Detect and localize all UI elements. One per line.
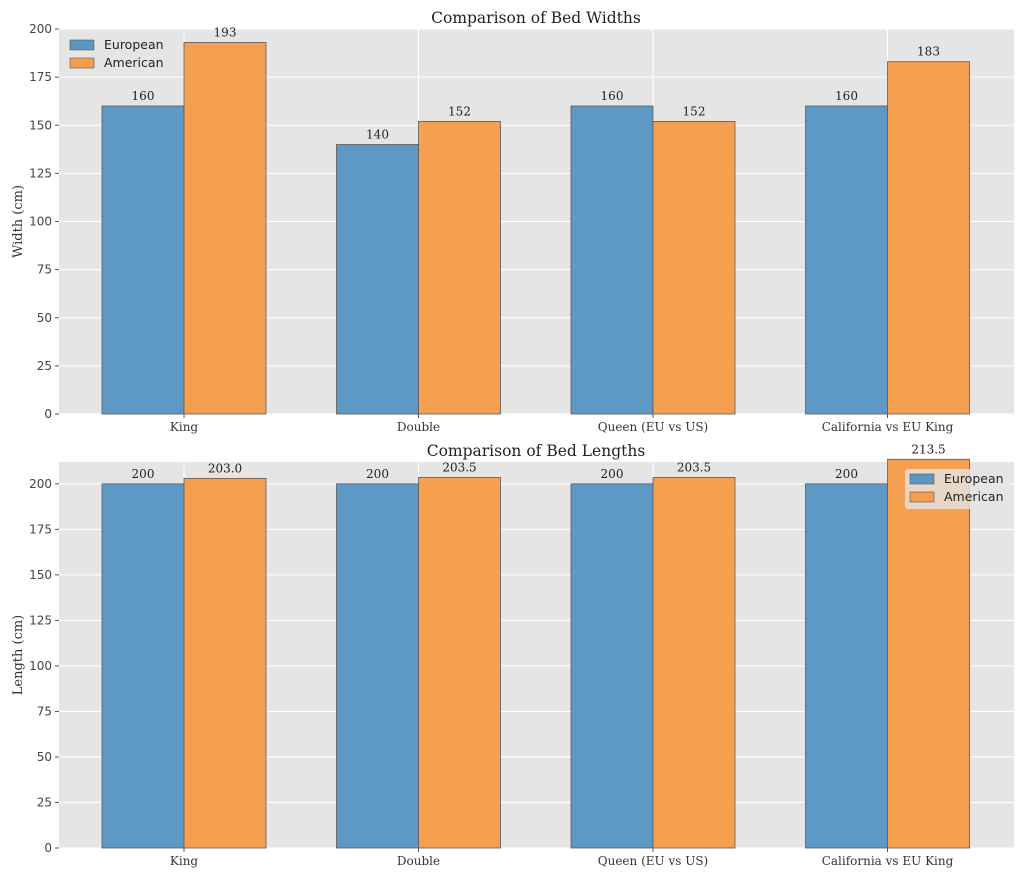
- legend-swatch-european: [909, 473, 935, 485]
- x-tick-label: King: [170, 854, 199, 868]
- legend: European American: [905, 469, 1009, 509]
- legend-label-european: European: [944, 471, 1004, 486]
- x-axis: King Double Queen (EU vs US) California vs …: [170, 414, 954, 434]
- legend-label-american: American: [104, 55, 164, 70]
- bar-labels: 160 140 160 160 193 152 152 183: [132, 25, 940, 141]
- y-tick-label: 175: [29, 522, 52, 536]
- bar-value-label: 160: [601, 89, 624, 103]
- y-tick-label: 200: [29, 22, 52, 36]
- bar-american: [652, 477, 736, 849]
- bar-value-label: 203.0: [208, 461, 242, 475]
- bar-european: [336, 144, 419, 415]
- y-tick-label: 150: [29, 118, 52, 132]
- legend: European American: [64, 34, 168, 76]
- y-axis-label: Width (cm): [11, 185, 26, 258]
- bar-labels: 200 200 200 200 203.0 203.5 203.5 213.5: [132, 442, 946, 481]
- bar-value-label: 152: [448, 104, 471, 118]
- bar-american: [183, 42, 267, 415]
- legend-swatch-american: [909, 491, 935, 503]
- y-axis: 0 25 50 75 100 125 150 175 200: [29, 22, 59, 421]
- bar-value-label: 200: [601, 467, 624, 481]
- bar-value-label: 213.5: [911, 442, 945, 456]
- bar-european: [101, 483, 185, 849]
- chart-title: Comparison of Bed Widths: [431, 9, 641, 27]
- bar-value-label: 160: [835, 89, 858, 103]
- bar-value-label: 140: [366, 128, 389, 142]
- length-chart: Comparison of Bed Lengths 200 200 200 20020…: [11, 442, 1014, 868]
- bar-european: [805, 483, 888, 849]
- bar-american: [652, 121, 736, 415]
- bar-value-label: 203.5: [677, 460, 711, 474]
- bar-european: [805, 105, 888, 415]
- x-tick-label: California vs EU King: [822, 420, 954, 434]
- bar-american: [418, 477, 501, 849]
- width-chart: Comparison of Bed Widths 160 140 160 160 193…: [11, 9, 1014, 434]
- y-tick-label: 150: [29, 568, 52, 582]
- bar-american: [887, 458, 970, 849]
- x-tick-label: Queen (EU vs US): [598, 854, 708, 868]
- bars: [101, 458, 970, 849]
- bar-value-label: 152: [683, 104, 706, 118]
- y-tick-label: 0: [44, 841, 52, 855]
- y-tick-label: 0: [44, 407, 52, 421]
- y-axis: 0 25 50 75 100 125 150 175 200: [29, 477, 59, 855]
- bar-value-label: 200: [835, 467, 858, 481]
- bar-european: [101, 105, 185, 415]
- y-tick-label: 50: [37, 311, 52, 325]
- legend-label-american: American: [944, 489, 1004, 504]
- bar-value-label: 160: [132, 89, 155, 103]
- x-tick-label: Double: [397, 420, 440, 434]
- y-axis-label: Length (cm): [11, 615, 26, 696]
- chart-title: Comparison of Bed Lengths: [427, 442, 646, 460]
- bar-american: [418, 121, 501, 415]
- bar-value-label: 200: [132, 467, 155, 481]
- bar-value-label: 200: [366, 467, 389, 481]
- x-tick-label: California vs EU King: [822, 854, 954, 868]
- y-tick-label: 175: [29, 70, 52, 84]
- y-tick-label: 75: [37, 263, 52, 277]
- y-tick-label: 100: [29, 659, 52, 673]
- bar-value-label: 193: [214, 25, 237, 39]
- y-tick-label: 125: [29, 166, 52, 180]
- legend-swatch-european: [69, 39, 95, 51]
- y-tick-label: 75: [37, 704, 52, 718]
- bar-value-label: 203.5: [442, 460, 476, 474]
- y-tick-label: 50: [37, 750, 52, 764]
- x-tick-label: King: [170, 420, 199, 434]
- legend-label-european: European: [104, 37, 164, 52]
- y-tick-label: 25: [37, 359, 52, 373]
- legend-swatch-american: [69, 57, 95, 69]
- bar-european: [570, 483, 654, 849]
- bar-european: [336, 483, 419, 849]
- x-tick-label: Double: [397, 854, 440, 868]
- y-tick-label: 100: [29, 215, 52, 229]
- bar-american: [183, 477, 267, 849]
- y-tick-label: 25: [37, 795, 52, 809]
- y-tick-label: 200: [29, 477, 52, 491]
- bars: [101, 42, 970, 415]
- x-tick-label: Queen (EU vs US): [598, 420, 708, 434]
- bar-value-label: 183: [917, 45, 940, 59]
- bar-european: [570, 105, 654, 415]
- x-axis: King Double Queen (EU vs US) California vs …: [170, 848, 954, 868]
- bar-american: [887, 61, 970, 415]
- y-tick-label: 125: [29, 613, 52, 627]
